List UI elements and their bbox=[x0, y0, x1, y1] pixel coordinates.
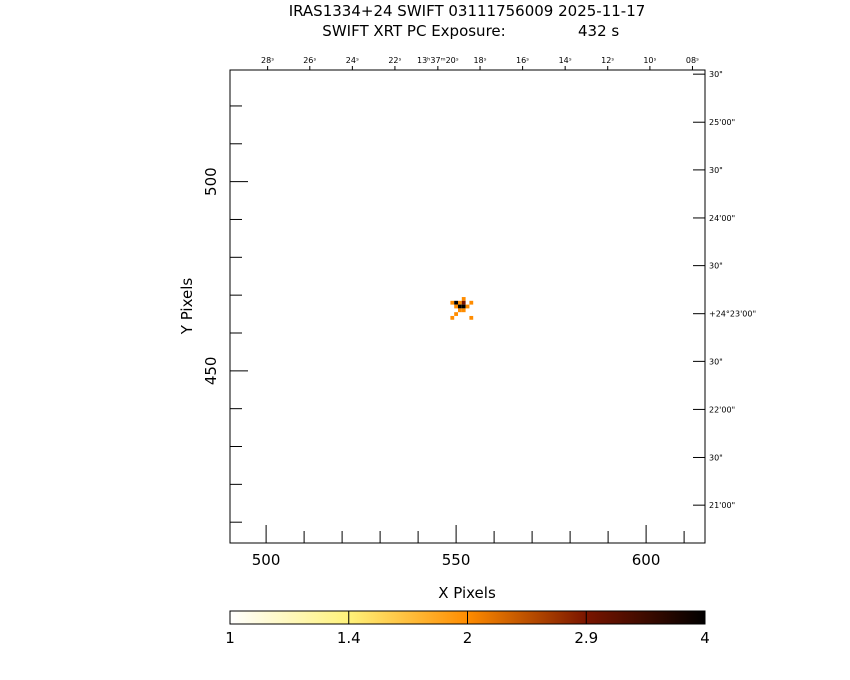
x-axis-label: X Pixels bbox=[438, 584, 496, 602]
dec-axis-ticks: 30" 25'00" 30" 24'00" 30" +24°23'00" 30" 22'00"… bbox=[693, 70, 756, 510]
y-tick-label: 500 bbox=[202, 167, 220, 196]
colorbar-ticks: 1 1.4 2 2.9 4 bbox=[225, 611, 710, 647]
y-tick-label: 450 bbox=[202, 357, 220, 386]
ra-tick-label: 24ˢ bbox=[346, 56, 359, 65]
x-tick-label: 550 bbox=[442, 551, 471, 569]
colorbar-tick-label: 1.4 bbox=[337, 629, 361, 647]
chart-title: IRAS1334+24 SWIFT 03111756009 2025-11-17 bbox=[289, 2, 646, 20]
colorbar-tick-label: 2.9 bbox=[574, 629, 598, 647]
image-pixel bbox=[461, 297, 466, 301]
dec-tick-label: 30" bbox=[709, 262, 723, 271]
ra-tick-label: 10ˢ bbox=[643, 56, 656, 65]
colorbar-tick-label: 4 bbox=[700, 629, 710, 647]
image-pixel bbox=[469, 315, 474, 320]
image-pixel bbox=[458, 308, 462, 313]
image-pixel bbox=[454, 300, 458, 305]
ra-tick-label: 13ʰ37ᵐ20ˢ bbox=[417, 56, 459, 65]
y-axis-label: Y Pixels bbox=[178, 278, 196, 336]
ra-tick-label: 08ˢ bbox=[686, 56, 699, 65]
ra-tick-label: 26ˢ bbox=[303, 56, 316, 65]
image-pixel bbox=[461, 304, 466, 309]
image-pixel bbox=[461, 308, 466, 313]
ra-tick-label: 28ˢ bbox=[261, 56, 274, 65]
image-pixel bbox=[465, 304, 470, 309]
dec-tick-label: 30" bbox=[709, 70, 723, 79]
image-pixel bbox=[469, 300, 474, 305]
dec-tick-label: 30" bbox=[709, 453, 723, 462]
colorbar-tick-label: 2 bbox=[463, 629, 473, 647]
dec-tick-label: 24'00" bbox=[709, 214, 735, 223]
colorbar-tick-label: 1 bbox=[225, 629, 235, 647]
ra-tick-label: 14ˢ bbox=[559, 56, 572, 65]
y-axis-ticks: 450 500 bbox=[202, 105, 248, 523]
image-pixel bbox=[461, 300, 466, 305]
ra-tick-label: 22ˢ bbox=[388, 56, 401, 65]
dec-tick-label: 25'00" bbox=[709, 118, 735, 127]
dec-tick-label: +24°23'00" bbox=[709, 310, 756, 319]
source-pixels bbox=[450, 297, 474, 320]
x-tick-label: 600 bbox=[632, 551, 661, 569]
ra-tick-label: 18ˢ bbox=[473, 56, 486, 65]
image-pixel bbox=[454, 312, 458, 316]
image-pixel bbox=[450, 300, 455, 305]
ra-tick-label: 16ˢ bbox=[516, 56, 529, 65]
image-pixel bbox=[458, 300, 462, 305]
image-pixel bbox=[450, 315, 455, 320]
image-pixel bbox=[454, 304, 458, 309]
dec-tick-label: 30" bbox=[709, 357, 723, 366]
ra-tick-label: 12ˢ bbox=[601, 56, 614, 65]
dec-tick-label: 30" bbox=[709, 166, 723, 175]
exposure-value: 432 s bbox=[578, 22, 619, 40]
image-pixel bbox=[458, 304, 462, 309]
dec-tick-label: 21'00" bbox=[709, 501, 735, 510]
x-axis-ticks: 500 550 600 bbox=[252, 525, 685, 569]
plot-frame bbox=[229, 69, 706, 544]
ra-axis-ticks: 28ˢ 26ˢ 24ˢ 22ˢ 13ʰ37ᵐ20ˢ 18ˢ 16ˢ 14ˢ 12ˢ 10ˢ 08ˢ bbox=[261, 56, 699, 70]
x-tick-label: 500 bbox=[252, 551, 281, 569]
chart-subtitle: SWIFT XRT PC Exposure: bbox=[322, 22, 505, 40]
dec-tick-label: 22'00" bbox=[709, 405, 735, 414]
